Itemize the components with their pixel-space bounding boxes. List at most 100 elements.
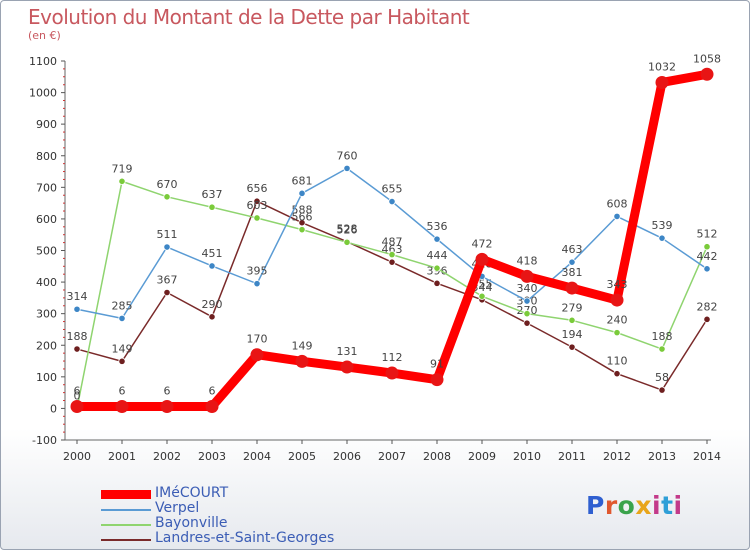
data-label-landres-et-saint-georges: 58 — [655, 371, 669, 384]
data-point-landres-et-saint-georges — [433, 279, 441, 287]
x-tick-label: 2008 — [423, 450, 451, 463]
data-point-verpel — [298, 189, 306, 197]
data-label-landres-et-saint-georges: 110 — [607, 355, 628, 368]
data-point-verpel — [703, 265, 711, 273]
y-tick-label: -100 — [32, 434, 57, 447]
x-tick-label: 2004 — [243, 450, 271, 463]
data-point-bayonville — [388, 251, 396, 259]
data-label-im-court: 131 — [337, 345, 358, 358]
data-label-verpel: 395 — [247, 265, 268, 278]
data-point-landres-et-saint-georges — [523, 319, 531, 327]
x-tick-label: 2006 — [333, 450, 361, 463]
data-point-landres-et-saint-georges — [568, 343, 576, 351]
data-point-bayonville — [298, 226, 306, 234]
data-label-bayonville: 188 — [652, 330, 673, 343]
data-point-verpel — [73, 305, 81, 313]
x-tick-label: 2001 — [108, 450, 136, 463]
y-tick-label: 900 — [36, 118, 57, 131]
data-label-verpel: 463 — [562, 243, 583, 256]
data-label-verpel: 539 — [652, 219, 673, 232]
data-point-verpel — [208, 262, 216, 270]
data-point-bayonville — [118, 177, 126, 185]
data-label-im-court: 6 — [209, 385, 216, 398]
x-tick-label: 2007 — [378, 450, 406, 463]
x-tick-label: 2002 — [153, 450, 181, 463]
data-label-verpel: 285 — [112, 299, 133, 312]
data-label-bayonville: 444 — [427, 249, 448, 262]
data-label-bayonville: 637 — [202, 188, 223, 201]
data-point-landres-et-saint-georges — [253, 197, 261, 205]
data-point-bayonville — [658, 345, 666, 353]
data-point-bayonville — [703, 243, 711, 251]
data-label-landres-et-saint-georges: 194 — [562, 328, 583, 341]
data-label-verpel: 442 — [697, 250, 718, 263]
data-label-im-court: 91 — [430, 358, 444, 371]
data-label-verpel: 681 — [292, 174, 313, 187]
legend-swatch-imecourt — [101, 490, 151, 499]
data-label-verpel: 655 — [382, 183, 403, 196]
y-tick-label: 500 — [36, 245, 57, 258]
x-tick-label: 2014 — [693, 450, 721, 463]
data-point-landres-et-saint-georges — [703, 315, 711, 323]
data-label-verpel: 760 — [337, 149, 358, 162]
chart-unit-label: (en €) — [28, 29, 61, 42]
data-label-verpel: 314 — [67, 290, 88, 303]
data-label-verpel: 511 — [157, 228, 178, 241]
data-label-bayonville: 487 — [382, 236, 403, 249]
data-label-bayonville: 0 — [74, 389, 81, 402]
data-label-im-court: 418 — [517, 254, 538, 267]
data-label-im-court: 1058 — [693, 52, 721, 65]
x-tick-label: 2013 — [648, 450, 676, 463]
data-label-verpel: 340 — [517, 282, 538, 295]
data-label-im-court: 6 — [164, 385, 171, 398]
legend-swatch-landres — [101, 539, 151, 541]
data-label-im-court: 381 — [562, 266, 583, 279]
y-tick-label: 200 — [36, 339, 57, 352]
data-point-im-court — [250, 348, 264, 362]
data-point-landres-et-saint-georges — [613, 370, 621, 378]
data-point-bayonville — [208, 203, 216, 211]
data-point-im-court — [700, 67, 714, 81]
legend-label-landres: Landres-et-Saint-Georges — [155, 530, 335, 546]
data-label-landres-et-saint-georges: 282 — [697, 300, 718, 313]
data-label-landres-et-saint-georges: 588 — [292, 204, 313, 217]
data-label-im-court: 343 — [607, 278, 628, 291]
data-point-verpel — [118, 314, 126, 323]
data-point-im-court — [430, 373, 444, 387]
data-label-bayonville: 566 — [292, 211, 313, 224]
data-point-verpel — [568, 258, 576, 266]
data-label-im-court: 112 — [382, 351, 403, 364]
data-point-im-court — [520, 269, 534, 283]
data-point-verpel — [343, 164, 351, 172]
data-point-im-court — [565, 281, 579, 295]
x-tick-label: 2010 — [513, 450, 541, 463]
data-point-im-court — [340, 360, 354, 374]
y-tick-label: 600 — [36, 213, 57, 226]
data-point-verpel — [388, 197, 396, 206]
data-point-im-court — [610, 293, 624, 307]
data-label-im-court: 6 — [74, 385, 81, 398]
data-label-landres-et-saint-georges: 367 — [157, 274, 178, 287]
data-point-bayonville — [433, 264, 441, 272]
data-point-bayonville — [343, 238, 351, 246]
legend-label-verpel: Verpel — [155, 500, 200, 516]
data-point-im-court — [475, 252, 489, 266]
data-point-im-court — [115, 400, 129, 414]
data-point-verpel — [658, 234, 666, 242]
data-label-landres-et-saint-georges: 188 — [67, 330, 88, 343]
data-point-landres-et-saint-georges — [73, 345, 81, 353]
legend-label-bayonville: Bayonville — [155, 515, 228, 531]
data-point-verpel — [253, 280, 261, 288]
data-point-bayonville — [478, 292, 486, 300]
data-label-bayonville: 279 — [562, 301, 583, 314]
data-point-verpel — [163, 243, 171, 251]
data-point-im-court — [70, 400, 84, 414]
data-point-bayonville — [523, 310, 531, 318]
data-label-verpel: 451 — [202, 247, 223, 260]
proxiti-logo: Proxiti — [586, 491, 683, 520]
legend-swatch-verpel — [101, 509, 151, 511]
y-tick-label: 400 — [36, 276, 57, 289]
data-label-bayonville: 719 — [112, 162, 133, 175]
